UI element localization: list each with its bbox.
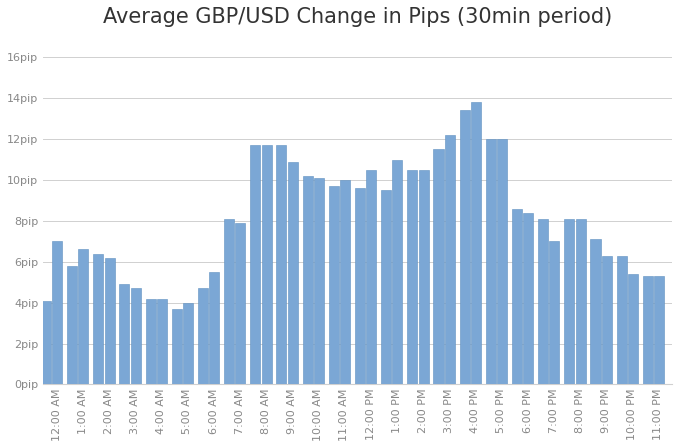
Bar: [654, 276, 664, 384]
Bar: [276, 145, 287, 384]
Bar: [183, 302, 193, 384]
Bar: [261, 145, 272, 384]
Bar: [497, 139, 507, 384]
Bar: [157, 298, 167, 384]
Bar: [355, 188, 365, 384]
Bar: [643, 276, 653, 384]
Bar: [130, 289, 141, 384]
Bar: [538, 219, 548, 384]
Bar: [303, 176, 312, 384]
Bar: [329, 186, 339, 384]
Bar: [485, 139, 496, 384]
Bar: [105, 258, 115, 384]
Bar: [236, 223, 245, 384]
Bar: [407, 170, 418, 384]
Bar: [41, 301, 51, 384]
Bar: [78, 250, 88, 384]
Bar: [314, 178, 324, 384]
Bar: [224, 219, 234, 384]
Bar: [120, 284, 130, 384]
Bar: [524, 213, 533, 384]
Bar: [471, 102, 481, 384]
Bar: [198, 289, 208, 384]
Bar: [288, 162, 298, 384]
Bar: [145, 298, 155, 384]
Bar: [628, 274, 638, 384]
Bar: [591, 239, 600, 384]
Bar: [209, 272, 219, 384]
Bar: [549, 241, 559, 384]
Bar: [445, 135, 455, 384]
Bar: [52, 241, 62, 384]
Bar: [433, 149, 443, 384]
Bar: [564, 219, 574, 384]
Bar: [366, 170, 376, 384]
Bar: [576, 219, 585, 384]
Bar: [418, 170, 428, 384]
Bar: [381, 190, 391, 384]
Bar: [617, 256, 627, 384]
Bar: [512, 209, 522, 384]
Bar: [251, 145, 260, 384]
Bar: [172, 309, 182, 384]
Bar: [340, 180, 350, 384]
Bar: [602, 256, 612, 384]
Bar: [67, 266, 77, 384]
Bar: [460, 111, 470, 384]
Bar: [392, 159, 403, 384]
Title: Average GBP/USD Change in Pips (30min period): Average GBP/USD Change in Pips (30min pe…: [103, 7, 612, 27]
Bar: [93, 254, 103, 384]
